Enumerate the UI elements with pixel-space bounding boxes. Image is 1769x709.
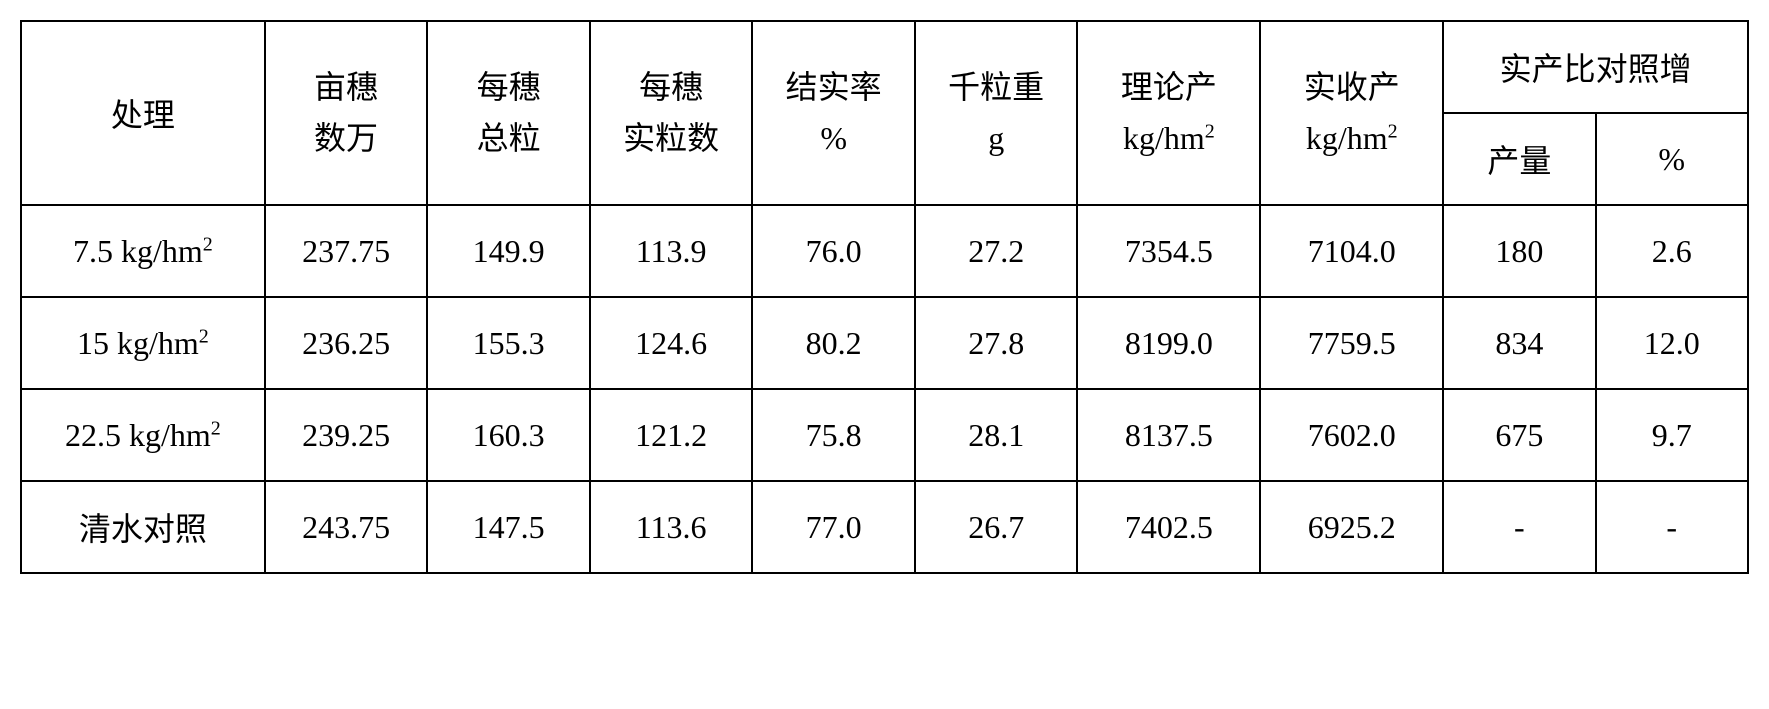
cell-value: -	[1443, 481, 1595, 573]
cell-value: 147.5	[427, 481, 590, 573]
cell-value: 7759.5	[1260, 297, 1443, 389]
header-lilunchan: 理论产 kg/hm2	[1077, 21, 1260, 205]
cell-value: 8137.5	[1077, 389, 1260, 481]
header-chanliang: 产量	[1443, 113, 1595, 205]
cell-value: 675	[1443, 389, 1595, 481]
cell-value: -	[1596, 481, 1748, 573]
cell-value: 75.8	[752, 389, 915, 481]
cell-value: 12.0	[1596, 297, 1748, 389]
cell-value: 27.8	[915, 297, 1078, 389]
cell-label-pre: 15 kg/hm	[77, 325, 199, 361]
header-zongli-l2: 总粒	[432, 113, 585, 164]
cell-value: 7602.0	[1260, 389, 1443, 481]
cell-value: 6925.2	[1260, 481, 1443, 573]
header-shilishu-l2: 实粒数	[595, 113, 748, 164]
header-shishouchan: 实收产 kg/hm2	[1260, 21, 1443, 205]
table-row: 22.5 kg/hm2 239.25 160.3 121.2 75.8 28.1…	[21, 389, 1748, 481]
cell-treatment: 22.5 kg/hm2	[21, 389, 265, 481]
cell-value: 236.25	[265, 297, 428, 389]
header-shishouchan-l1: 实收产	[1265, 62, 1438, 113]
header-lilunchan-sup: 2	[1205, 120, 1215, 142]
cell-value: 77.0	[752, 481, 915, 573]
cell-value: 2.6	[1596, 205, 1748, 297]
table-row: 7.5 kg/hm2 237.75 149.9 113.9 76.0 27.2 …	[21, 205, 1748, 297]
header-qianlizhong-l2: g	[920, 113, 1073, 164]
cell-value: 76.0	[752, 205, 915, 297]
header-jieshilv-l1: 结实率	[757, 62, 910, 113]
header-zongli-l1: 每穗	[432, 62, 585, 113]
cell-value: 239.25	[265, 389, 428, 481]
table-row: 15 kg/hm2 236.25 155.3 124.6 80.2 27.8 8…	[21, 297, 1748, 389]
header-shilishu-l1: 每穗	[595, 62, 748, 113]
header-musui-l1: 亩穗	[270, 62, 423, 113]
cell-value: 7402.5	[1077, 481, 1260, 573]
header-shishouchan-sup: 2	[1388, 120, 1398, 142]
table-row: 清水对照 243.75 147.5 113.6 77.0 26.7 7402.5…	[21, 481, 1748, 573]
header-shichanbi: 实产比对照增	[1443, 21, 1748, 113]
cell-value: 26.7	[915, 481, 1078, 573]
cell-label-sup: 2	[199, 325, 209, 347]
header-qianlizhong-l1: 千粒重	[920, 62, 1073, 113]
header-musui-l2: 数万	[270, 113, 423, 164]
cell-treatment: 清水对照	[21, 481, 265, 573]
cell-value: 149.9	[427, 205, 590, 297]
cell-value: 27.2	[915, 205, 1078, 297]
cell-value: 80.2	[752, 297, 915, 389]
header-treatment: 处理	[21, 21, 265, 205]
data-table: 处理 亩穗 数万 每穗 总粒 每穗 实粒数 结实率 % 千粒重 g 理	[20, 20, 1749, 574]
cell-label-pre: 22.5 kg/hm	[65, 417, 211, 453]
header-percent: %	[1596, 113, 1748, 205]
cell-label-sup: 2	[203, 233, 213, 255]
header-meisui-zongli: 每穗 总粒	[427, 21, 590, 205]
cell-value: 155.3	[427, 297, 590, 389]
header-jieshilv: 结实率 %	[752, 21, 915, 205]
cell-value: 237.75	[265, 205, 428, 297]
header-shishouchan-unit: kg/hm	[1306, 120, 1388, 156]
cell-value: 7354.5	[1077, 205, 1260, 297]
cell-treatment: 15 kg/hm2	[21, 297, 265, 389]
cell-value: 9.7	[1596, 389, 1748, 481]
header-lilunchan-l2: kg/hm2	[1082, 113, 1255, 164]
cell-value: 28.1	[915, 389, 1078, 481]
header-musui: 亩穗 数万	[265, 21, 428, 205]
cell-value: 243.75	[265, 481, 428, 573]
header-jieshilv-l2: %	[757, 113, 910, 164]
cell-treatment: 7.5 kg/hm2	[21, 205, 265, 297]
cell-value: 8199.0	[1077, 297, 1260, 389]
cell-value: 180	[1443, 205, 1595, 297]
cell-value: 7104.0	[1260, 205, 1443, 297]
header-shishouchan-l2: kg/hm2	[1265, 113, 1438, 164]
header-meisui-shilishu: 每穗 实粒数	[590, 21, 753, 205]
header-qianlizhong: 千粒重 g	[915, 21, 1078, 205]
cell-label-sup: 2	[211, 417, 221, 439]
cell-value: 113.9	[590, 205, 753, 297]
table-body: 7.5 kg/hm2 237.75 149.9 113.9 76.0 27.2 …	[21, 205, 1748, 573]
cell-value: 834	[1443, 297, 1595, 389]
header-lilunchan-l1: 理论产	[1082, 62, 1255, 113]
cell-value: 160.3	[427, 389, 590, 481]
cell-label-pre: 7.5 kg/hm	[73, 233, 203, 269]
header-lilunchan-unit: kg/hm	[1123, 120, 1205, 156]
cell-value: 124.6	[590, 297, 753, 389]
cell-value: 121.2	[590, 389, 753, 481]
cell-value: 113.6	[590, 481, 753, 573]
